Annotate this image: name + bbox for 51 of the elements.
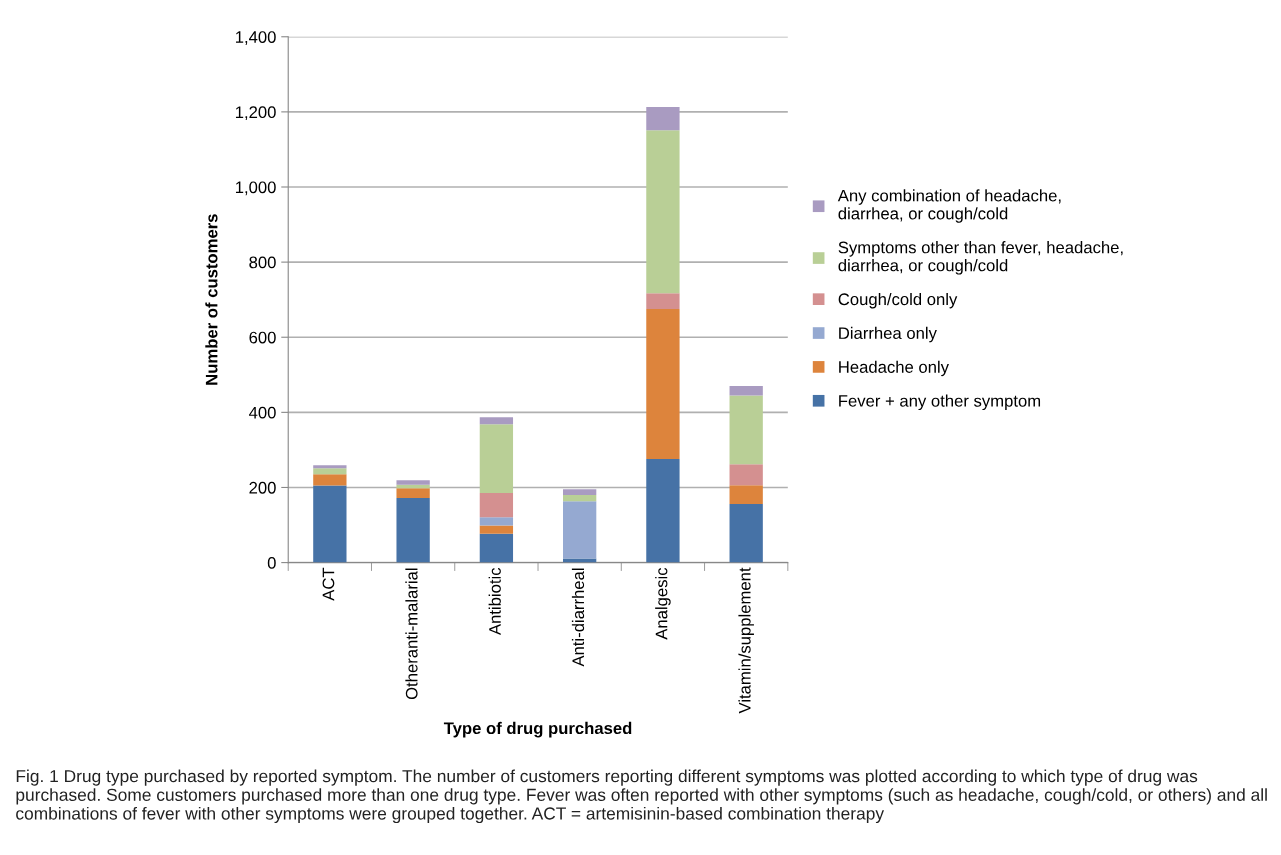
bar [729, 504, 763, 563]
y-tick-label: 1,000 [235, 181, 276, 196]
bar [646, 309, 680, 459]
legend-label: Symptoms other than fever, headache, diarrhea, or cough/cold [838, 241, 1123, 275]
x-tick-label: Antibiotic [488, 567, 501, 636]
y-tick-label: 800 [249, 256, 276, 269]
x-tick-label: Anti-diarrheal [571, 568, 585, 667]
bar [396, 497, 430, 563]
y-tick-label: 600 [249, 331, 276, 344]
bar [313, 468, 347, 475]
bar [563, 558, 597, 563]
y-tick-label: 200 [249, 481, 276, 494]
x-axis-title: Type of drug purchased [443, 721, 632, 738]
y-tick-label: 400 [249, 406, 276, 419]
bar [479, 493, 514, 518]
bar [479, 424, 514, 494]
bar [313, 485, 347, 563]
bar [729, 395, 763, 465]
bar [479, 517, 514, 526]
x-tick-label: ACT [322, 567, 335, 601]
bar [729, 386, 763, 396]
bar [479, 525, 514, 534]
legend-label: Headache only [839, 360, 949, 377]
bar [313, 465, 347, 469]
bar [729, 485, 763, 504]
legend-label: Fever + any other symptom [839, 394, 1041, 411]
y-tick-label: 1,200 [235, 106, 276, 121]
bar [646, 107, 680, 131]
bar [646, 130, 680, 294]
legend-label: Cough/cold only [838, 292, 958, 309]
bar [646, 293, 680, 310]
bar [479, 533, 514, 563]
legend-label: Diarrhea only [839, 326, 937, 343]
bar [646, 458, 680, 563]
bar [563, 489, 597, 495]
x-tick-label: Analgesic [655, 567, 671, 640]
bar [563, 494, 597, 502]
caption: Fig. 1 Drug type purchased by reported symptom. The number of customers reporting different symptoms was plotted according to which type of drug was purchased. Some customers purchased more than one drug type. Fever was often reported with other symptoms (such as headache, cough/cold, or others) and all combinations of fever with other symptoms were grouped together. ACT = artemisinin-based combination therapy [16, 769, 1267, 824]
bar [396, 484, 430, 489]
legend-label: Any combination of headache, diarrhea, or cough/cold [837, 189, 1061, 223]
y-tick-label: 1,400 [235, 31, 276, 45]
bar [396, 480, 430, 485]
bar [729, 464, 763, 486]
bar [313, 474, 347, 486]
bar [479, 417, 514, 425]
x-tick-label: Otheranti-malarial [405, 568, 418, 700]
bar [396, 488, 430, 498]
y-axis-title: Number of customers [205, 214, 218, 385]
x-tick-label: Vitamin/supplement [738, 567, 754, 714]
bar [563, 501, 597, 559]
y-tick-label: 0 [267, 556, 276, 569]
